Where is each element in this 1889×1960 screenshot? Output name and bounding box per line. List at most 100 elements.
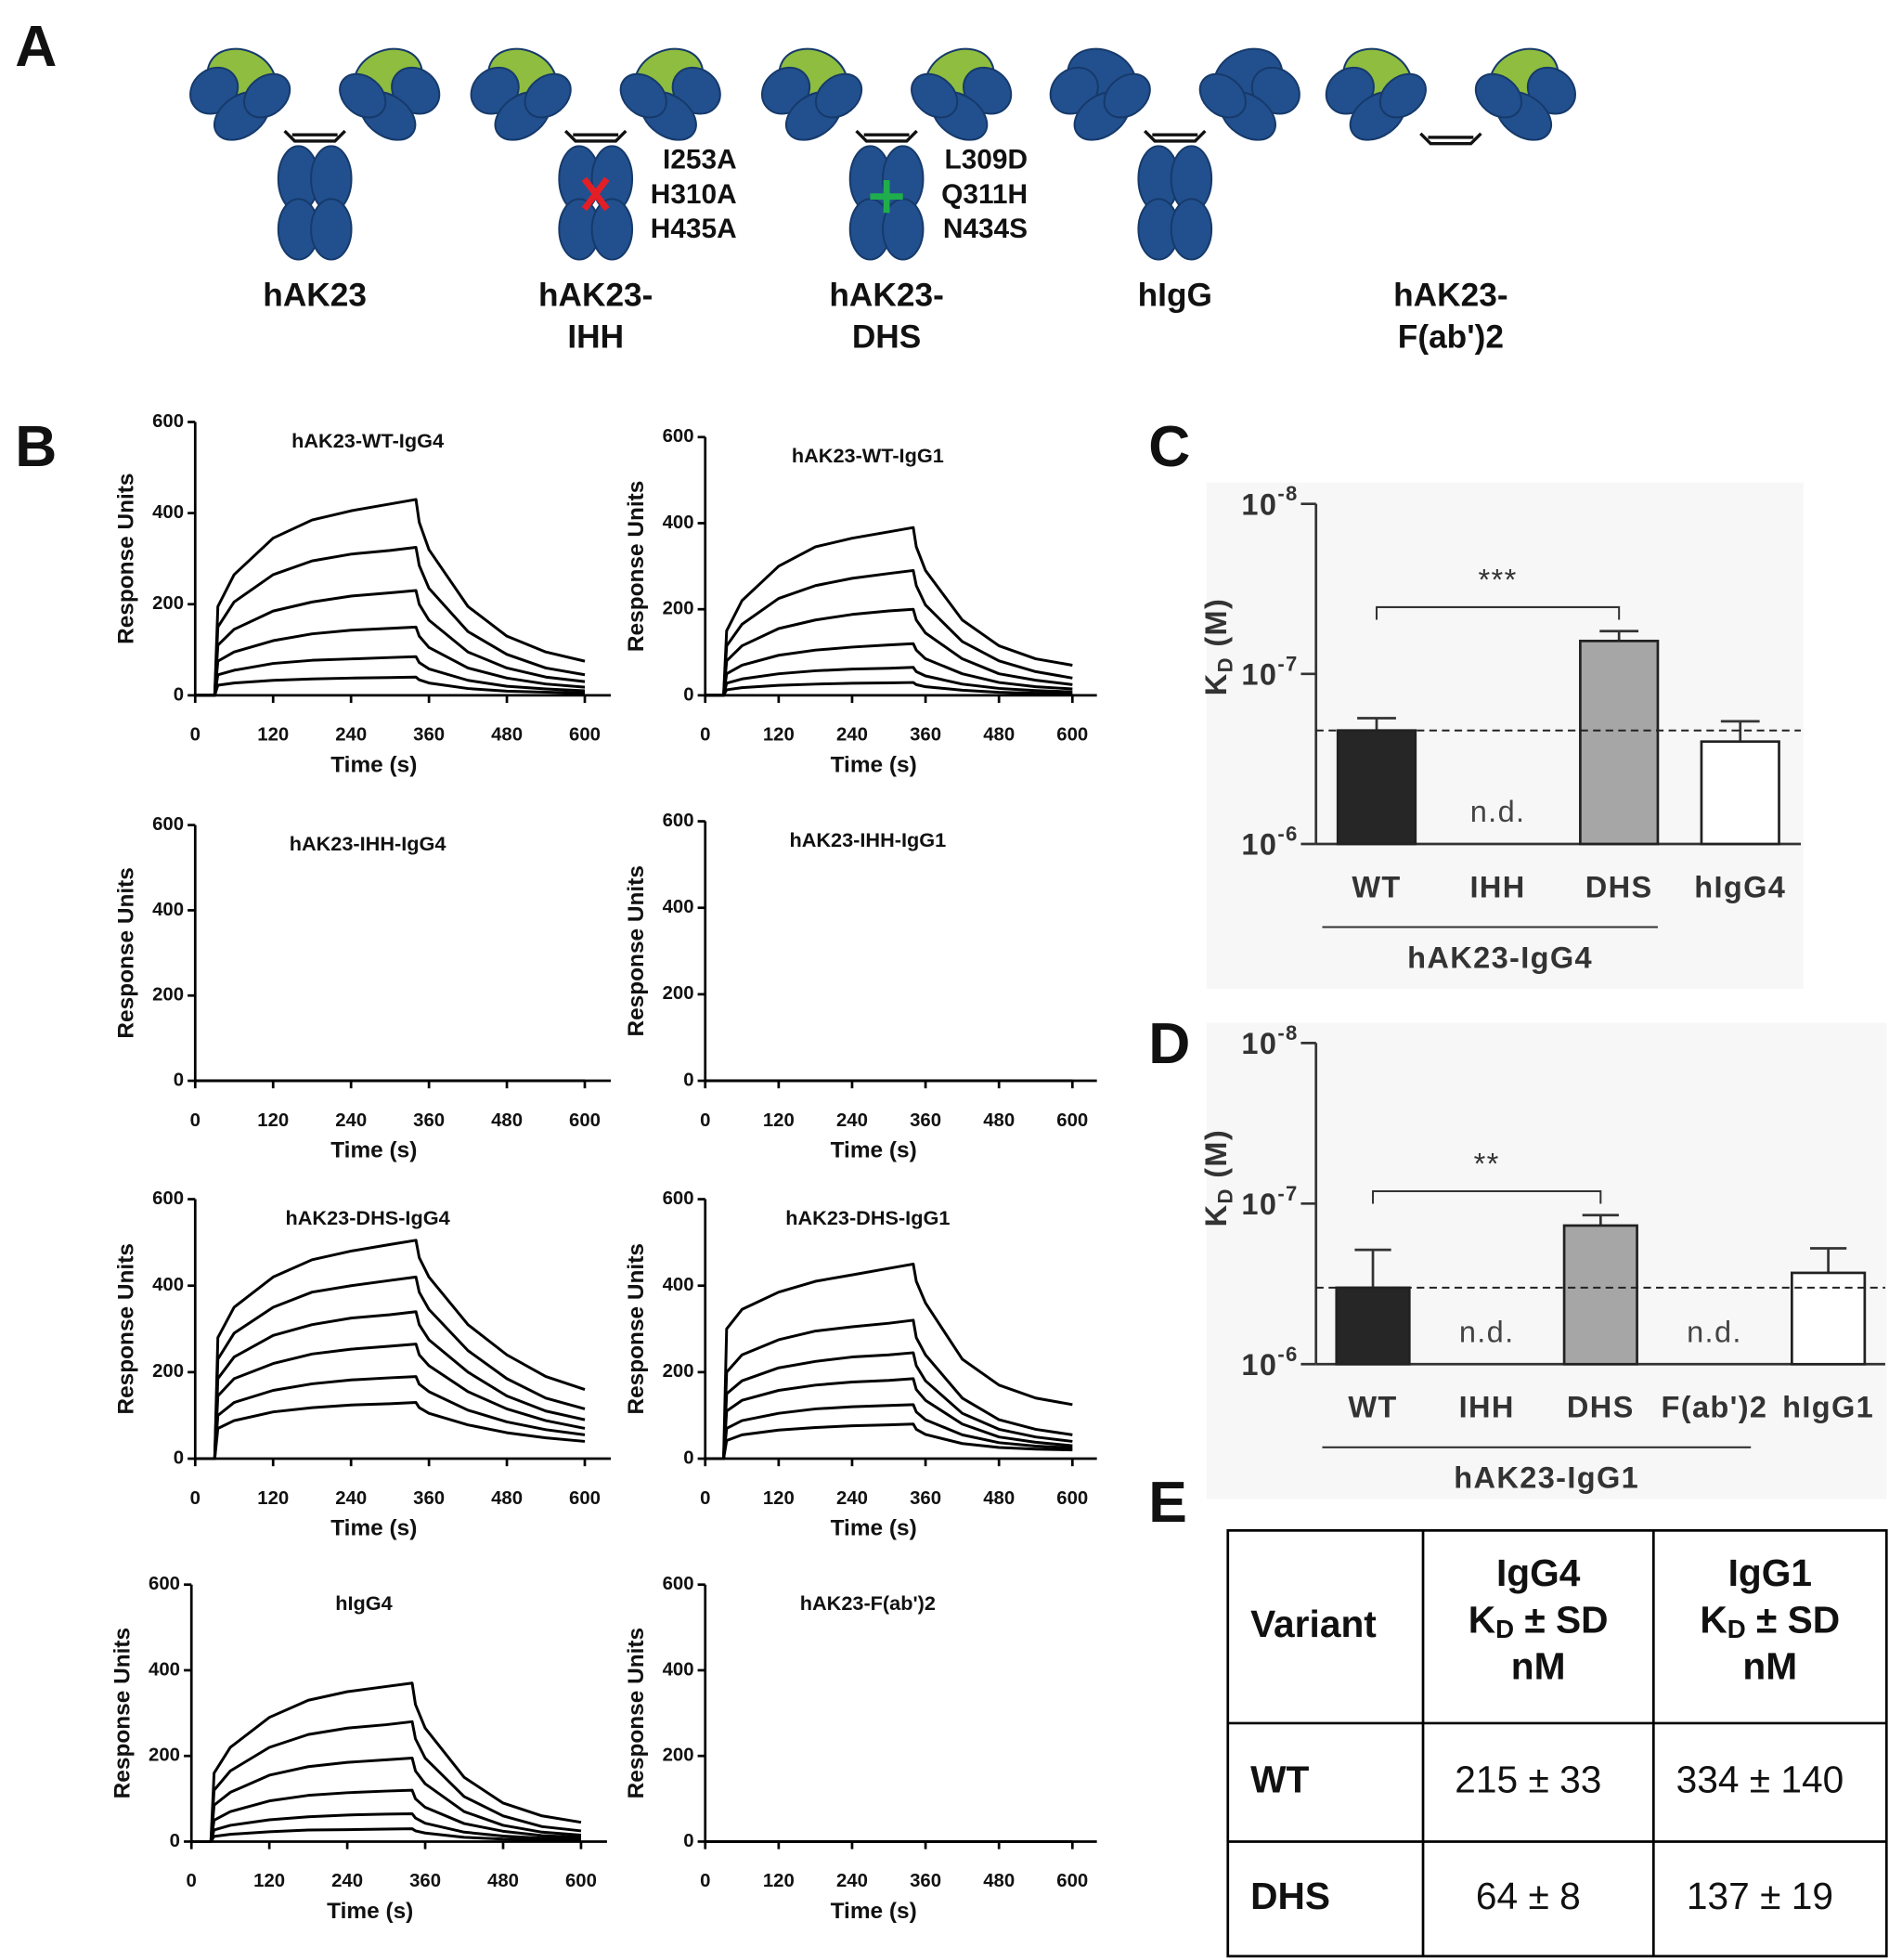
mutation-label: N434S [943, 214, 1028, 244]
x-tick-label: IHH [1459, 1391, 1515, 1424]
x-tick-label: 360 [910, 1488, 941, 1509]
table-cell: 64 ± 8 [1476, 1875, 1581, 1917]
x-tick-label: 360 [413, 725, 445, 746]
antibody-label: hAK23- [829, 277, 943, 313]
x-axis-label: Time (s) [330, 1515, 417, 1540]
domain [1170, 198, 1213, 261]
x-tick-label: 240 [335, 725, 367, 746]
domain [1198, 72, 1247, 119]
chart-title: hAK23-WT-IgG4 [291, 429, 444, 452]
table-header: IgG4 [1496, 1551, 1581, 1594]
x-tick-label: 600 [565, 1871, 597, 1891]
sensorgram-line [705, 1351, 1073, 1460]
x-tick-label: DHS [1585, 870, 1653, 903]
table-header: nM [1511, 1644, 1566, 1687]
x-tick-label: 480 [983, 1110, 1015, 1131]
sensorgram-line [195, 545, 586, 697]
x-tick-label: 600 [1056, 1110, 1088, 1131]
panel-label: A [15, 15, 57, 79]
y-axis-label: KD (M) [1198, 598, 1236, 695]
x-tick-label: 0 [190, 725, 201, 746]
y-tick-label: 10-6 [1241, 1343, 1298, 1382]
domain [911, 72, 959, 119]
table-header: nM [1742, 1644, 1797, 1687]
table-header: KD ± SD [1700, 1598, 1840, 1643]
y-tick-label: 600 [663, 811, 694, 831]
bar [1579, 639, 1660, 846]
panel-label: D [1148, 1012, 1190, 1076]
table-header: KD ± SD [1469, 1598, 1609, 1643]
x-tick-label: 600 [1056, 1488, 1088, 1509]
domain [310, 198, 353, 261]
table-cell: 334 ± 140 [1676, 1758, 1844, 1800]
mutation-label: Q311H [941, 179, 1028, 210]
y-axis-label: Response Units [624, 865, 649, 1036]
y-tick-label: 200 [663, 1361, 694, 1382]
x-tick-label: F(ab')2 [1662, 1391, 1768, 1424]
bar [1562, 1224, 1638, 1366]
x-tick-label: 0 [700, 725, 710, 746]
panel-background [1206, 482, 1804, 989]
mutation-label: L309D [945, 145, 1029, 175]
x-axis-label: Time (s) [831, 1515, 917, 1540]
value-label: n.d. [1459, 1315, 1515, 1348]
sensorgram-line [195, 655, 586, 697]
significance-label: *** [1479, 563, 1518, 596]
y-tick-label: 400 [663, 513, 694, 533]
y-axis-label: Response Units [113, 867, 138, 1038]
antibody-label: hAK23- [1393, 277, 1507, 313]
panel-label: C [1148, 415, 1190, 479]
y-tick-label: 10-7 [1241, 652, 1298, 691]
panel-background [1206, 1022, 1887, 1499]
y-tick-label: 10-7 [1241, 1182, 1298, 1221]
y-tick-label: 400 [152, 502, 184, 523]
sensorgram-line [705, 1318, 1073, 1460]
mutation-mark [581, 176, 610, 212]
y-tick-label: 400 [663, 897, 694, 917]
mutation-label: I253A [663, 145, 737, 175]
hinge [1419, 132, 1482, 146]
domain [1474, 72, 1523, 119]
y-axis-label: KD (M) [1198, 1129, 1236, 1227]
antibody-label: hAK23- [538, 277, 653, 313]
mutation-label: H310A [651, 179, 737, 210]
hinge [563, 129, 628, 143]
y-axis-label: Response Units [624, 1628, 649, 1798]
sensorgram-line [195, 1343, 586, 1460]
group-label: hAK23-IgG4 [1407, 941, 1593, 974]
sensorgram-line [195, 675, 586, 697]
x-tick-label: 360 [413, 1110, 445, 1131]
sensorgram-line [705, 526, 1073, 697]
domain [339, 72, 387, 119]
x-tick-label: 480 [491, 1488, 523, 1509]
x-tick-label: 600 [569, 1488, 601, 1509]
sensorgram-line [191, 1720, 582, 1843]
domain [243, 72, 291, 119]
x-tick-label: 600 [1056, 725, 1088, 746]
domain [1103, 72, 1151, 119]
y-tick-label: 0 [683, 684, 693, 705]
y-tick-label: 0 [683, 1831, 693, 1851]
sensorgram-line [705, 681, 1073, 697]
x-tick-label: 0 [190, 1488, 201, 1509]
x-tick-label: 480 [487, 1871, 519, 1891]
y-tick-label: 200 [663, 599, 694, 619]
sensorgram-line [705, 568, 1073, 697]
x-tick-label: 0 [187, 1871, 197, 1891]
sensorgram-line [705, 1403, 1073, 1460]
sensorgram-line [705, 607, 1073, 697]
sensorgram-line [195, 1310, 586, 1460]
chart-title: hAK23-DHS-IgG1 [785, 1206, 950, 1229]
y-tick-label: 600 [152, 814, 184, 835]
domain [590, 198, 634, 261]
x-axis-label: Time (s) [327, 1899, 413, 1924]
y-tick-label: 0 [174, 1447, 184, 1468]
sensorgram-line [195, 1401, 586, 1460]
y-axis-label: Response Units [624, 1243, 649, 1414]
x-axis-label: Time (s) [831, 1899, 917, 1924]
chart-title: hAK23-IHH-IgG4 [290, 832, 446, 855]
bar [1336, 729, 1417, 846]
x-tick-label: 360 [910, 1110, 941, 1131]
x-tick-label: 120 [253, 1871, 285, 1891]
